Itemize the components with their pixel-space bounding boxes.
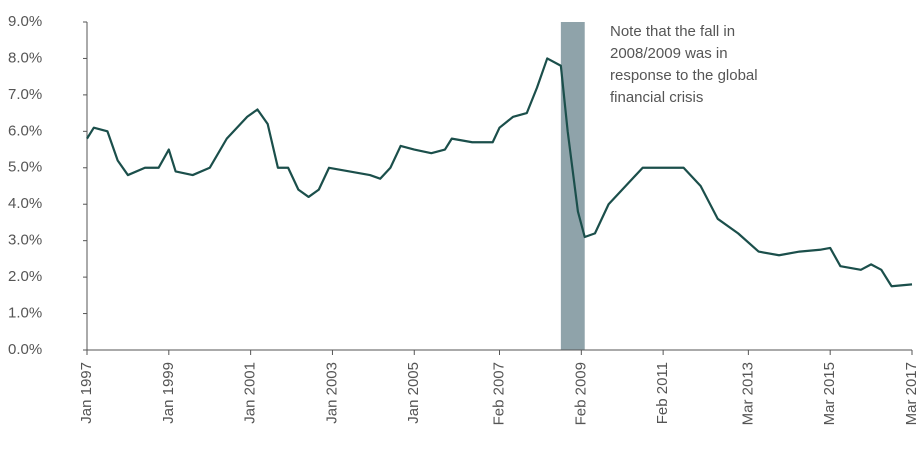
x-tick-label: Mar 2013 — [739, 362, 756, 425]
x-tick-label: Jan 2003 — [323, 362, 340, 424]
x-tick-label: Jan 2005 — [405, 362, 422, 424]
x-tick-label: Mar 2015 — [821, 362, 838, 425]
x-tick-label: Feb 2007 — [490, 362, 507, 425]
y-tick-label: 5.0% — [8, 159, 42, 176]
y-tick-label: 7.0% — [8, 86, 42, 103]
annotation-line: 2008/2009 was in — [610, 45, 728, 62]
data-line — [86, 57, 913, 288]
y-tick-label: 3.0% — [8, 232, 42, 249]
y-tick-label: 4.0% — [8, 195, 42, 212]
y-tick-label: 6.0% — [8, 122, 42, 139]
x-tick-label: Jan 1997 — [78, 362, 95, 424]
annotation: Note that the fall in 2008/2009 was in res… — [610, 23, 758, 106]
x-tick-label: Feb 2009 — [572, 362, 589, 425]
x-tick-label: Feb 2011 — [654, 362, 671, 424]
annotation-line: Note that the fall in — [610, 23, 735, 40]
x-tick-label: Jan 2001 — [242, 362, 259, 424]
annotation-line: response to the global — [610, 67, 758, 84]
x-tick-label: Mar 2017 — [903, 362, 920, 425]
annotation-line: financial crisis — [610, 89, 703, 106]
y-tick-label: 9.0% — [8, 13, 42, 30]
y-tick-label: 2.0% — [8, 268, 42, 285]
highlight-band — [560, 22, 585, 350]
x-tick-label: Jan 1999 — [160, 362, 177, 424]
y-tick-label: 8.0% — [8, 49, 42, 66]
y-tick-label: 0.0% — [8, 341, 42, 358]
y-tick-label: 1.0% — [8, 305, 42, 322]
